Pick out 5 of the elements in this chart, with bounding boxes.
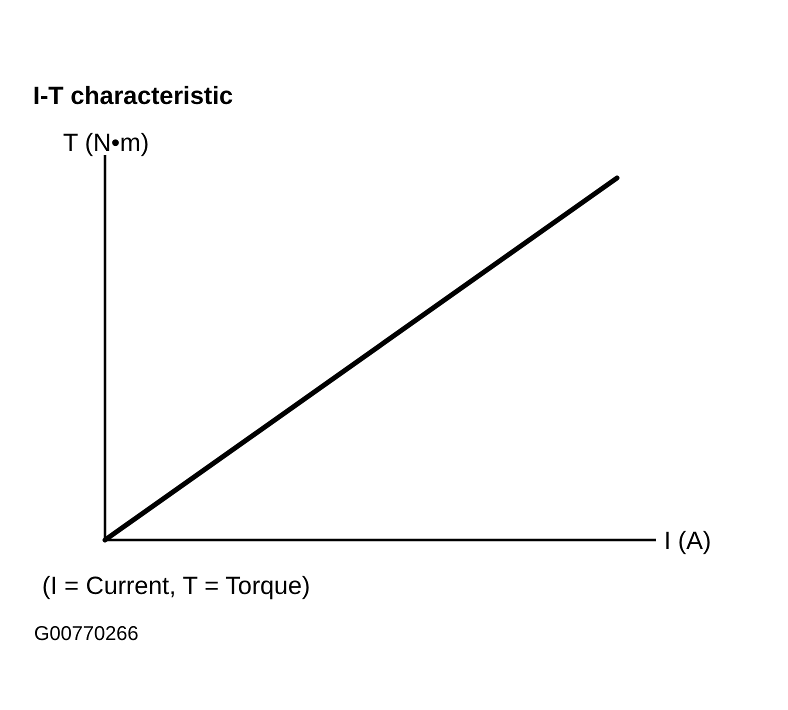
y-axis-title: T (N•m) [63, 129, 150, 157]
text: G00770266 [34, 623, 139, 645]
chart-title: I-T characteristic [33, 82, 234, 110]
x-axis-title: I (A) [664, 527, 712, 555]
text: (I = Current, T = Torque) [42, 572, 310, 600]
